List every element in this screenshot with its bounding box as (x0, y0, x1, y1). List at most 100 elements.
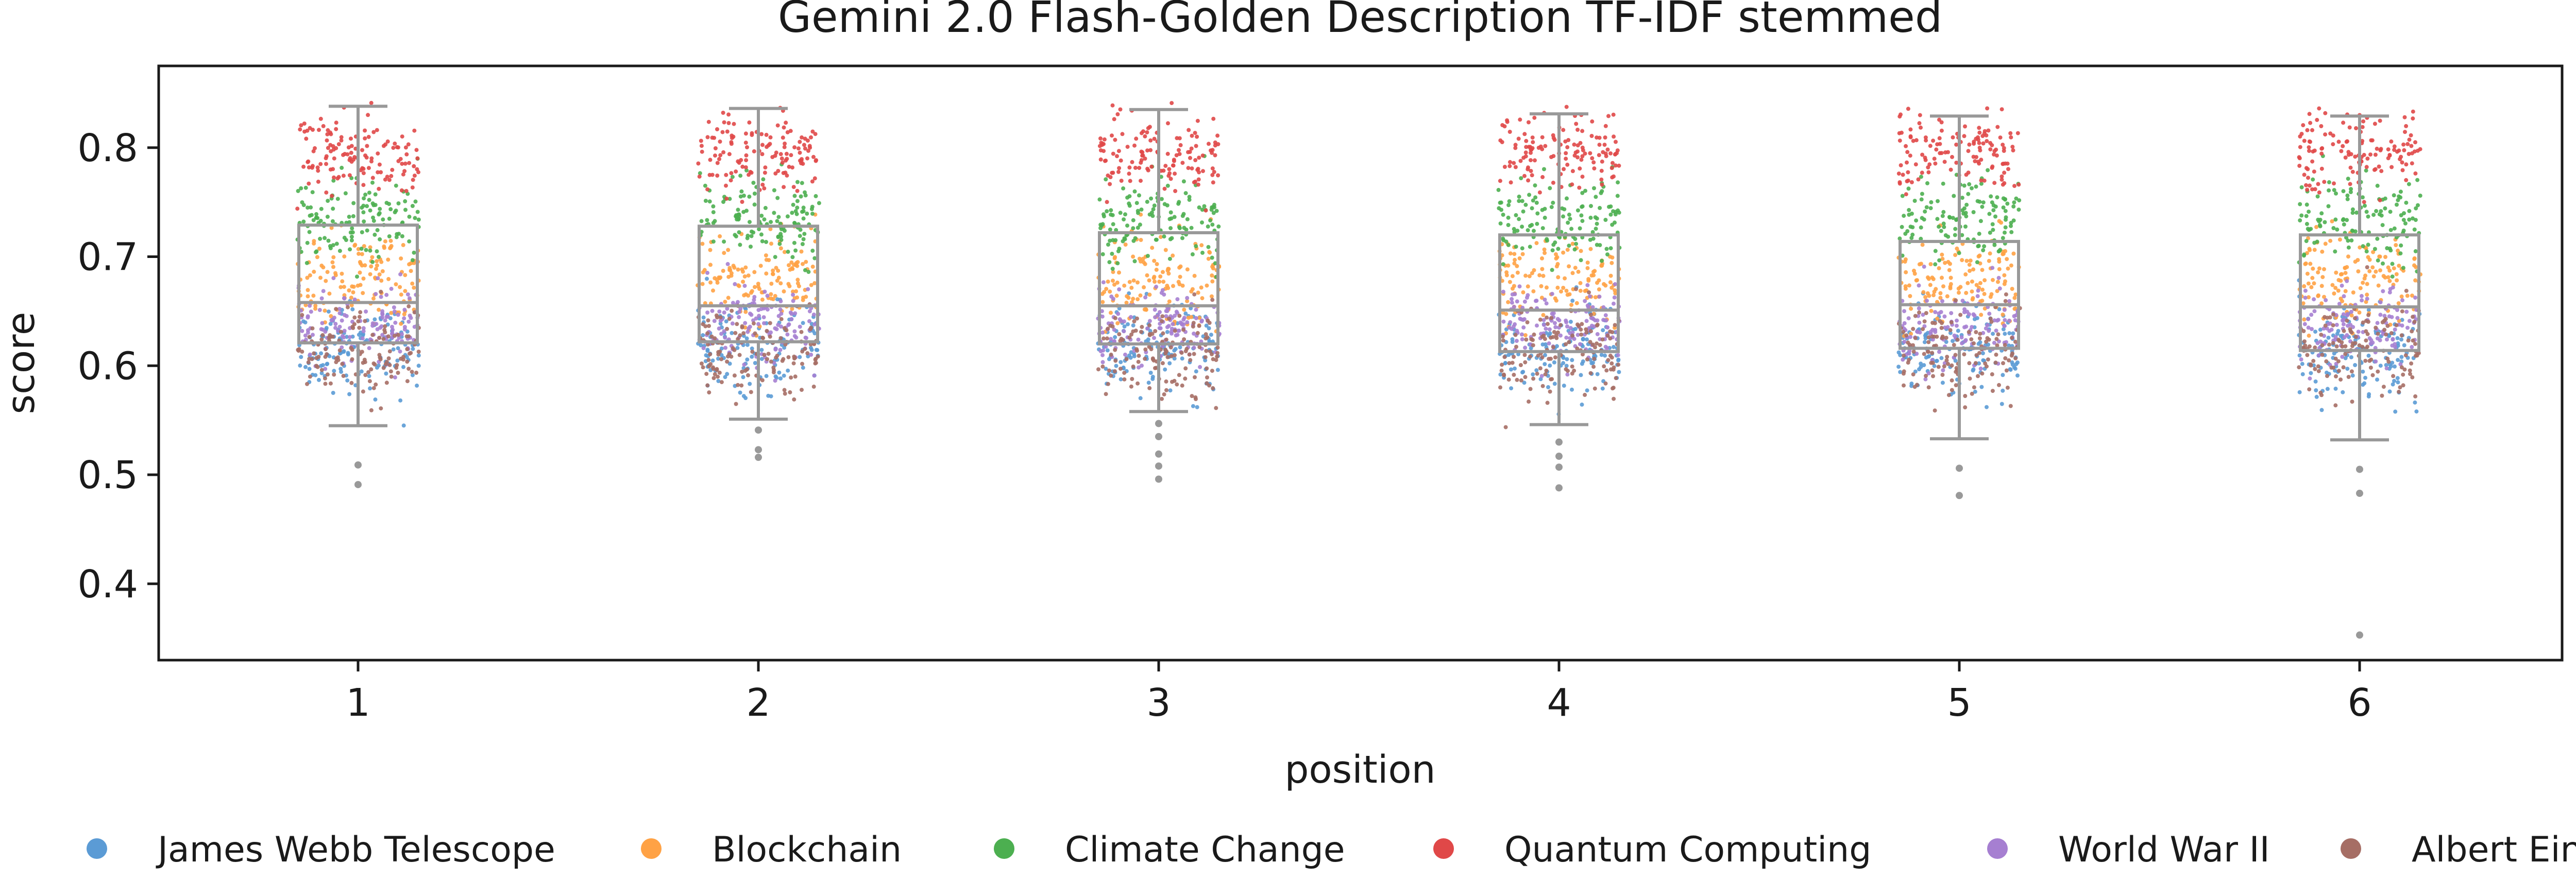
strip-point (1213, 261, 1217, 266)
strip-point (788, 390, 792, 394)
strip-point (307, 165, 311, 170)
strip-point (2364, 168, 2368, 173)
strip-point (396, 333, 400, 337)
strip-point (1902, 383, 1906, 388)
strip-point (1183, 349, 1188, 353)
strip-point (314, 356, 319, 360)
strip-point (1954, 298, 1958, 303)
strip-point (1983, 361, 1988, 366)
strip-point (1175, 333, 1180, 337)
strip-point (2342, 329, 2346, 333)
strip-point (1177, 329, 1181, 333)
strip-point (2411, 216, 2415, 221)
strip-point (1570, 241, 1575, 246)
strip-point (1163, 367, 1167, 372)
strip-point (776, 215, 781, 219)
strip-point (806, 270, 811, 274)
strip-point (1976, 288, 1980, 293)
strip-point (370, 333, 375, 337)
strip-point (1160, 288, 1165, 292)
strip-point (383, 177, 387, 182)
legend-item: Quantum Computing (1433, 830, 1871, 870)
strip-point (1561, 250, 1566, 255)
strip-point (2380, 320, 2385, 324)
strip-point (319, 368, 324, 372)
strip-point (1595, 281, 1599, 285)
strip-point (2305, 271, 2310, 276)
strip-point (416, 364, 421, 368)
strip-point (1587, 326, 1591, 331)
strip-point (1609, 285, 1614, 290)
strip-point (1517, 256, 1522, 261)
strip-point (1178, 345, 1182, 350)
strip-point (324, 154, 329, 159)
strip-point (2302, 339, 2307, 343)
strip-point (1520, 246, 1524, 251)
strip-point (2015, 373, 2020, 378)
strip-point (1561, 286, 1566, 290)
strip-point (1569, 303, 1574, 307)
strip-point (1584, 327, 1588, 332)
strip-point (2354, 126, 2358, 130)
strip-point (1955, 318, 1959, 323)
strip-point (1216, 224, 1221, 229)
strip-point (1605, 333, 1610, 338)
strip-point (361, 277, 366, 281)
strip-point (1541, 318, 1546, 322)
strip-point (725, 372, 730, 376)
strip-point (2349, 330, 2354, 335)
strip-point (1106, 279, 1110, 284)
strip-point (1200, 153, 1205, 158)
strip-point (1205, 366, 1209, 371)
strip-point (340, 361, 345, 366)
strip-point (2350, 344, 2354, 348)
strip-point (734, 169, 738, 174)
strip-point (791, 185, 796, 189)
strip-point (1180, 214, 1185, 218)
strip-point (2350, 207, 2355, 212)
strip-point (1153, 280, 1157, 284)
strip-point (2341, 120, 2346, 125)
strip-point (2007, 358, 2011, 363)
strip-point (1527, 193, 1532, 197)
strip-point (1967, 263, 1972, 267)
strip-point (1543, 215, 1547, 220)
strip-point (2351, 290, 2355, 295)
strip-point (758, 264, 763, 268)
strip-point (1119, 179, 1124, 183)
strip-point (1963, 394, 1968, 398)
strip-point (2411, 109, 2415, 114)
strip-point (715, 315, 719, 320)
strip-point (1512, 230, 1517, 234)
box-plot-position-5 (1899, 114, 2020, 499)
strip-point (2304, 202, 2309, 207)
strip-point (1896, 365, 1901, 369)
strip-point (1206, 245, 1211, 249)
strip-point (1205, 375, 1209, 379)
strip-point (2363, 358, 2368, 363)
strip-point (782, 185, 786, 189)
strip-point (1171, 322, 1175, 326)
strip-point (1151, 275, 1156, 280)
strip-point (782, 289, 786, 294)
strip-point (378, 206, 382, 211)
strip-point (737, 230, 741, 235)
strip-point (1564, 364, 1569, 368)
strip-point (368, 272, 372, 277)
strip-point (313, 146, 317, 150)
strip-point (2392, 226, 2397, 231)
strip-point (1501, 319, 1506, 324)
strip-point (1604, 318, 1608, 323)
strip-point (333, 273, 338, 278)
strip-point (1589, 323, 1594, 328)
strip-point (1994, 329, 1998, 333)
strip-point (1108, 175, 1113, 179)
strip-point (1110, 103, 1115, 108)
strip-point (305, 382, 309, 386)
strip-point (325, 352, 329, 356)
strip-point (327, 291, 332, 296)
strip-point (706, 342, 710, 347)
strip-point (1127, 291, 1131, 296)
strip-point (2363, 375, 2367, 380)
strip-point (813, 357, 818, 362)
